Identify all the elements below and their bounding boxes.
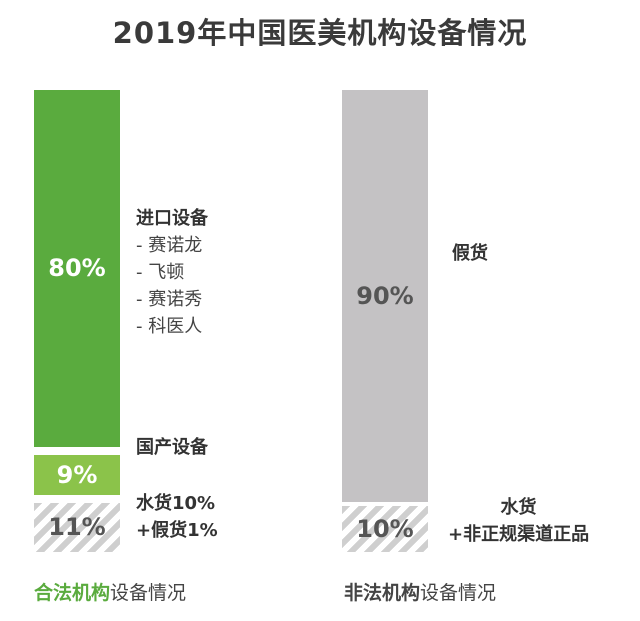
bar-segment-imported: 80% — [34, 90, 120, 447]
legend-imported: 进口设备 - 赛诺龙 - 飞顿 - 赛诺秀 - 科医人 — [136, 205, 208, 340]
legal-footer-rest: 设备情况 — [110, 582, 187, 604]
legend-grey-fake: 水货10% +假货1% — [136, 493, 218, 541]
bar-segment-fake: 90% — [342, 90, 428, 503]
legend-imported-title: 进口设备 — [136, 208, 208, 229]
data-label-fake: 90% — [356, 282, 414, 311]
bar-segment-domestic: 9% — [34, 454, 120, 495]
legal-footer-highlight: 合法机构 — [34, 582, 111, 604]
legend-fake: 假货 — [452, 243, 488, 264]
data-label-grey-fake: 11% — [48, 513, 106, 542]
data-label-grey-irregular: 10% — [356, 515, 414, 544]
legend-imported-item: - 赛诺秀 — [136, 289, 203, 310]
legal-footer: 合法机构设备情况 — [34, 578, 186, 605]
legend-imported-item: - 赛诺龙 — [136, 235, 203, 256]
legend-imported-item: - 科医人 — [136, 316, 203, 337]
bar-segment-grey-irregular: 10% — [342, 506, 428, 552]
illegal-footer-rest: 设备情况 — [420, 582, 497, 604]
illegal-footer: 非法机构设备情况 — [344, 578, 496, 605]
illegal-footer-highlight: 非法机构 — [344, 582, 421, 604]
data-label-imported: 80% — [48, 254, 106, 283]
legend-imported-item: - 飞顿 — [136, 262, 185, 283]
legend-domestic: 国产设备 — [136, 437, 208, 458]
bar-segment-grey-fake: 11% — [34, 502, 120, 552]
data-label-domestic: 9% — [56, 460, 98, 489]
chart-title: 2019年中国医美机构设备情况 — [112, 16, 528, 50]
legend-grey-irregular: 水货 +非正规渠道正品 — [448, 497, 590, 545]
